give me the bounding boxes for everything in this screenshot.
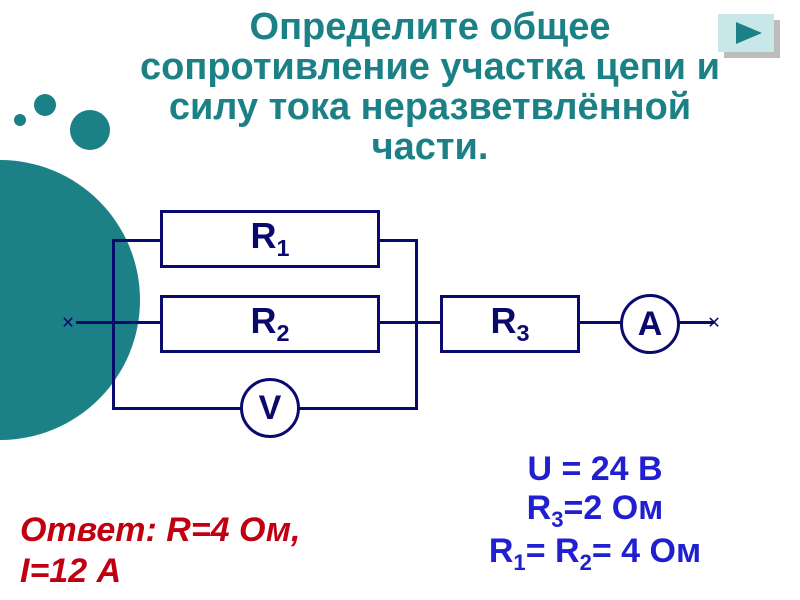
page-title: Определите общее сопротивление участка ц… [130,8,730,168]
decor-circle [70,110,110,150]
wire [380,321,418,324]
wire [380,239,418,242]
decor-circle [34,94,56,116]
resistor-label: R1 [250,215,289,262]
meter-label: A [638,305,663,344]
given-values: U = 24 В R3=2 Ом R1= R2= 4 Ом [430,450,760,576]
given-line: R3=2 Ом [430,489,760,532]
wire [76,321,114,324]
wire [112,239,160,242]
answer-line: Ответ: R=4 Ом, [20,510,301,551]
wire [415,321,443,324]
wire [112,407,242,410]
resistor-r2: R2 [160,295,380,353]
wire [415,239,418,409]
answer-text: Ответ: R=4 Ом, I=12 А [20,510,301,592]
ammeter: A [620,294,680,354]
wire [678,321,714,324]
play-triangle-icon [718,14,780,58]
resistor-r1: R1 [160,210,380,268]
wire [578,321,623,324]
wire [298,407,418,410]
next-button[interactable] [718,14,780,63]
circuit-diagram: ✕ ✕ R1 R2 R3 A V [70,210,730,450]
given-line: U = 24 В [430,450,760,489]
wire [112,239,115,409]
wire [112,321,160,324]
resistor-r3: R3 [440,295,580,353]
meter-label: V [259,389,282,428]
given-line: R1= R2= 4 Ом [430,532,760,575]
resistor-label: R2 [250,300,289,347]
decor-circle [14,114,26,126]
terminal-left: ✕ [62,311,74,331]
answer-line: I=12 А [20,551,301,592]
voltmeter: V [240,378,300,438]
resistor-label: R3 [490,300,529,347]
